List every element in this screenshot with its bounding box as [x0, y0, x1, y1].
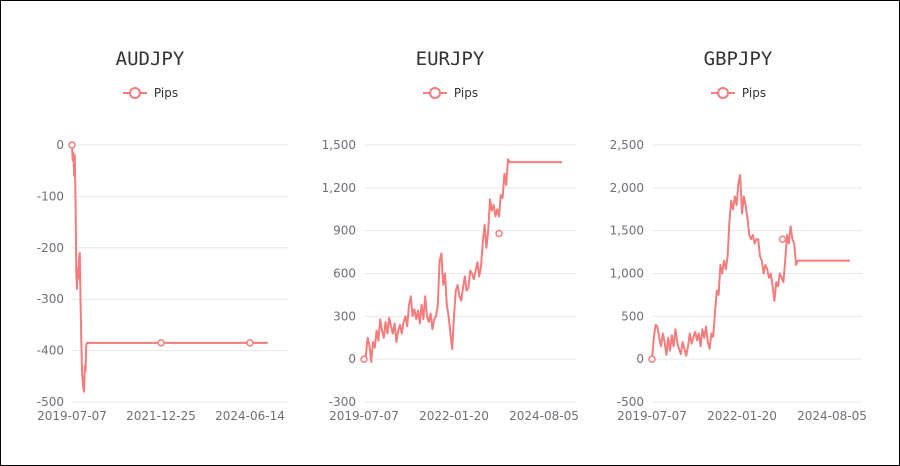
- data-point-marker[interactable]: [246, 339, 254, 347]
- chart-title-audjpy: AUDJPY: [115, 48, 185, 70]
- y-tick-label: 600: [333, 267, 356, 281]
- panel-gbpjpy: GBPJPY Pips 2,500 2,000 1,500 1,000 500 0 -500…: [588, 0, 888, 466]
- y-tick-label: 0: [56, 138, 64, 152]
- y-tick-label: 300: [333, 309, 356, 323]
- chart-title-gbpjpy: GBPJPY: [703, 48, 773, 70]
- panel-audjpy: AUDJPY Pips 0 -100 -200 -300 -400 -500 2019-07…: [0, 0, 300, 466]
- legend-label-gbpjpy: Pips: [741, 86, 767, 100]
- data-point-marker[interactable]: [495, 229, 503, 238]
- y-tick-label: -300: [329, 395, 356, 409]
- chart-title-eurjpy: EURJPY: [415, 48, 485, 70]
- circle-line-marker-icon: [422, 87, 447, 99]
- y-tick-label: 0: [348, 352, 356, 366]
- data-point-marker[interactable]: [68, 141, 76, 149]
- x-tick-label: 2019-07-07: [617, 409, 687, 423]
- y-tick-label: 1,200: [322, 181, 356, 195]
- y-tick-label: 500: [621, 309, 644, 323]
- legend-label-audjpy: Pips: [153, 86, 179, 100]
- legend-gbpjpy[interactable]: Pips: [588, 86, 888, 100]
- y-tick-label: -500: [37, 395, 64, 409]
- y-tick-label: -500: [617, 395, 644, 409]
- y-tick-label: 900: [333, 224, 356, 238]
- x-tick-label: 2019-07-07: [329, 409, 399, 423]
- data-point-marker[interactable]: [360, 355, 368, 363]
- x-tick-label: 2024-06-14: [215, 409, 285, 423]
- data-point-marker[interactable]: [648, 355, 656, 363]
- x-tick-label: 2021-12-25: [126, 409, 196, 423]
- series-line-pips: [71, 144, 268, 393]
- x-tick-label: 2019-07-07: [37, 409, 107, 423]
- series-line-pips: [651, 174, 850, 360]
- y-tick-label: 1,500: [322, 138, 356, 152]
- y-tick-label: -200: [37, 241, 64, 255]
- circle-line-marker-icon: [122, 87, 147, 99]
- legend-label-eurjpy: Pips: [453, 86, 479, 100]
- series-line-pips: [363, 158, 562, 363]
- x-tick-label: 2024-08-05: [509, 409, 579, 423]
- y-tick-label: -100: [37, 189, 64, 203]
- legend-eurjpy[interactable]: Pips: [300, 86, 600, 100]
- data-point-marker[interactable]: [157, 339, 165, 347]
- x-tick-label: 2024-08-05: [797, 409, 867, 423]
- y-tick-label: 1,000: [610, 267, 644, 281]
- circle-line-marker-icon: [710, 87, 735, 99]
- x-tick-label: 2022-01-20: [419, 409, 489, 423]
- y-tick-label: 0: [636, 352, 644, 366]
- y-tick-label: -300: [37, 292, 64, 306]
- x-tick-label: 2022-01-20: [707, 409, 777, 423]
- y-tick-label: 2,500: [610, 138, 644, 152]
- panel-eurjpy: EURJPY Pips 1,500 1,200 900 600 300 0 -300 2019…: [300, 0, 600, 466]
- data-point-marker[interactable]: [778, 235, 787, 243]
- y-tick-label: 1,500: [610, 224, 644, 238]
- legend-audjpy[interactable]: Pips: [0, 86, 300, 100]
- y-tick-label: 2,000: [610, 181, 644, 195]
- y-tick-label: -400: [37, 344, 64, 358]
